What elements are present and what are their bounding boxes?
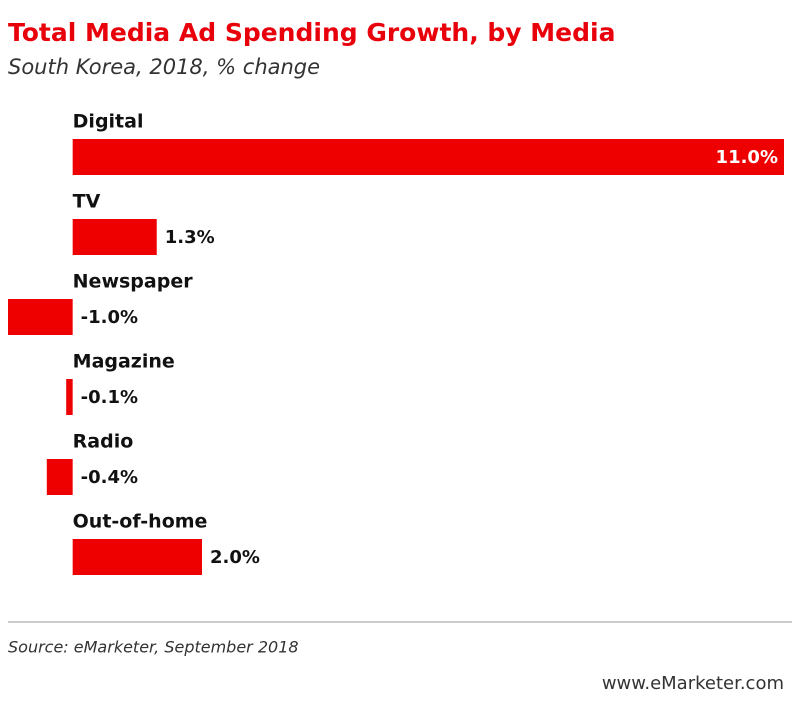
value-label: 11.0%: [716, 147, 778, 168]
bar: [46, 459, 73, 495]
category-label: Newspaper: [73, 271, 194, 293]
category-label: Radio: [73, 431, 134, 453]
value-label: -0.1%: [81, 387, 138, 408]
value-label: 2.0%: [210, 547, 260, 568]
value-label: -1.0%: [81, 307, 138, 328]
bar: [72, 219, 157, 255]
brand: www.eMarketer.com: [602, 673, 784, 694]
chart-title: Total Media Ad Spending Growth, by Media: [8, 18, 615, 47]
value-label: -0.4%: [81, 467, 138, 488]
bar: [72, 539, 203, 575]
category-label: TV: [73, 191, 101, 213]
chart-subtitle: South Korea, 2018, % change: [8, 55, 320, 79]
bar: [72, 139, 784, 175]
category-label: Out-of-home: [73, 511, 208, 533]
value-label: 1.3%: [165, 227, 215, 248]
bar: [8, 299, 73, 335]
category-label: Digital: [73, 111, 144, 133]
bar: [66, 379, 73, 415]
source: Source: eMarketer, September 2018: [8, 638, 299, 657]
category-label: Magazine: [73, 351, 175, 373]
